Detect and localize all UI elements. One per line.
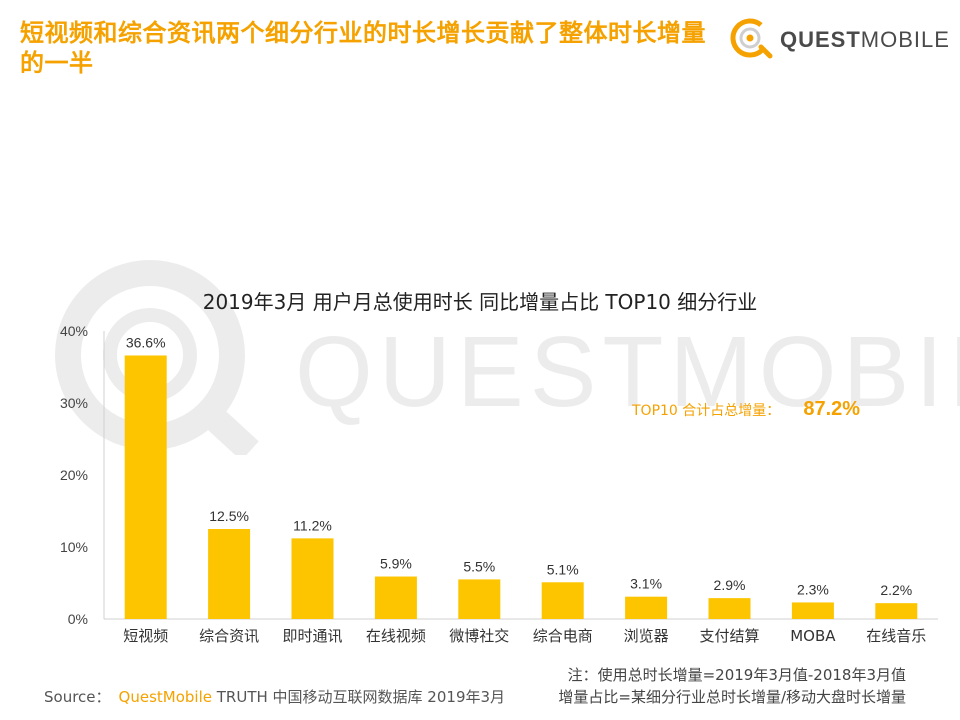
bar-value-label: 2.9% [714, 577, 746, 593]
x-tick-label: 微博社交 [449, 627, 509, 645]
bar [374, 576, 417, 619]
bar-value-label: 12.5% [209, 508, 249, 524]
top10-summary: TOP10 合计占总增量： 87.2% [632, 398, 860, 421]
bar-value-label: 3.1% [630, 576, 662, 592]
x-tick-label: 短视频 [123, 627, 168, 645]
y-tick-label: 30% [60, 395, 88, 411]
logo-mark-icon [730, 18, 773, 59]
x-tick-label: 浏览器 [624, 627, 669, 645]
y-tick-label: 20% [60, 467, 88, 483]
bar-value-label: 5.5% [463, 558, 495, 574]
source-prefix: Source： [44, 688, 111, 706]
bar [124, 355, 167, 619]
y-tick-label: 40% [60, 323, 88, 339]
headline: 短视频和综合资讯两个细分行业的时长增长贡献了整体时长增量的一半 [20, 19, 706, 77]
x-tick-label: 支付结算 [699, 627, 759, 645]
logo-wordmark: QUESTMOBILE [780, 27, 950, 53]
bar-value-label: 5.9% [380, 556, 412, 572]
footnote-line-1: 注：使用总时长增量=2019年3月值-2018年3月值 [567, 666, 906, 684]
x-tick-label: 在线音乐 [866, 627, 926, 645]
bar [208, 529, 251, 619]
chart-title: 2019年3月 用户月总使用时长 同比增量占比 TOP10 细分行业 [202, 290, 758, 314]
x-tick-label: 综合电商 [533, 627, 593, 645]
bar-value-label: 2.2% [880, 582, 912, 598]
footnote-line-2: 增量占比=某细分行业总时长增量/移动大盘时长增量 [558, 688, 906, 706]
bar-value-label: 5.1% [547, 561, 579, 577]
footnote: 注：使用总时长增量=2019年3月值-2018年3月值 增量占比=某细分行业总时… [486, 664, 906, 708]
logo-name-bold: QUEST [780, 27, 861, 52]
bar [541, 582, 584, 619]
bar [791, 602, 834, 619]
x-tick-label: 综合资讯 [199, 627, 259, 645]
y-tick-label: 10% [60, 539, 88, 555]
bar [458, 579, 501, 619]
bar-value-label: 36.6% [126, 334, 166, 350]
logo-name-light: MOBILE [860, 27, 950, 52]
source-brand: QuestMobile [118, 688, 212, 706]
summary-label: TOP10 合计占总增量： [632, 403, 781, 419]
bar-value-label: 2.3% [797, 581, 829, 597]
questmobile-logo: QUESTMOBILE [728, 16, 949, 60]
y-tick-label: 0% [68, 611, 88, 627]
source-line: Source： QuestMobile TRUTH 中国移动互联网数据库 2019… [44, 686, 505, 707]
bar [708, 598, 751, 619]
bar [875, 603, 918, 619]
bar [291, 538, 334, 619]
summary-value: 87.2% [803, 398, 861, 420]
x-tick-label: 在线视频 [366, 627, 426, 645]
x-tick-label: MOBA [790, 627, 836, 645]
bar-value-label: 11.2% [293, 517, 332, 533]
x-tick-label: 即时通讯 [282, 627, 342, 645]
bar [625, 596, 668, 619]
source-rest: TRUTH 中国移动互联网数据库 2019年3月 [216, 688, 506, 706]
